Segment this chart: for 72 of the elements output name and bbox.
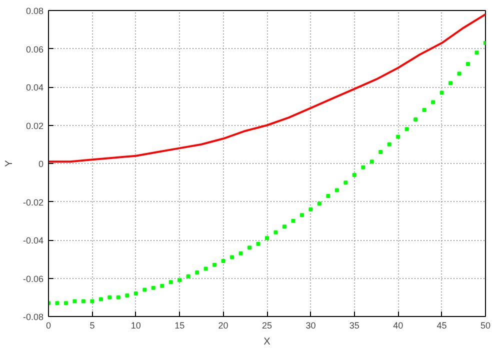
point <box>291 218 296 223</box>
y-tick-label: 0.06 <box>26 44 44 54</box>
point <box>238 251 243 256</box>
x-tick-label: 5 <box>90 320 95 330</box>
point <box>466 62 470 66</box>
x-tick-label: 15 <box>174 320 185 330</box>
y-tick-label: 0.02 <box>26 120 44 131</box>
y-tick-label: -0.02 <box>22 197 44 208</box>
point <box>361 165 366 170</box>
x-tick-label: 25 <box>262 320 272 330</box>
point <box>457 72 462 76</box>
point <box>178 278 182 282</box>
point <box>186 274 190 278</box>
y-axis-title: Y <box>4 160 15 167</box>
point <box>72 299 77 304</box>
point <box>81 299 86 304</box>
point <box>378 150 383 154</box>
y-tick-label: -0.08 <box>22 312 44 322</box>
x-tick-label: 40 <box>393 320 404 330</box>
point <box>474 50 479 55</box>
x-tick-label: 35 <box>349 320 360 330</box>
point <box>160 284 164 288</box>
point <box>352 172 356 177</box>
point <box>98 297 103 302</box>
point <box>440 90 444 95</box>
point <box>108 295 112 300</box>
point <box>334 188 339 192</box>
y-tick-label: -0.06 <box>22 274 44 284</box>
point <box>300 213 304 218</box>
point <box>317 202 322 206</box>
point <box>370 160 374 164</box>
point <box>448 81 453 86</box>
x-tick-label: 20 <box>218 320 228 330</box>
x-tick-label: 0 <box>46 320 52 330</box>
point <box>422 108 426 112</box>
x-tick-label: 30 <box>306 320 316 330</box>
point <box>195 270 200 275</box>
x-tick-label: 10 <box>130 320 141 330</box>
point <box>326 194 330 198</box>
point <box>230 255 234 260</box>
point <box>414 118 418 122</box>
point <box>404 127 409 132</box>
point <box>212 262 217 267</box>
point <box>55 301 60 306</box>
point <box>221 259 226 264</box>
point <box>282 224 286 229</box>
point <box>256 242 260 246</box>
point <box>64 301 68 306</box>
point <box>274 230 278 234</box>
x-tick-label: 50 <box>480 320 491 330</box>
point <box>308 207 313 212</box>
point <box>151 286 156 290</box>
point <box>265 236 269 240</box>
y-tick-label: 0 <box>38 159 44 169</box>
line-series <box>48 13 486 163</box>
point <box>90 299 94 304</box>
point <box>204 266 208 271</box>
point <box>344 180 348 185</box>
point <box>387 142 392 146</box>
x-tick-label: 45 <box>436 320 447 330</box>
point <box>431 100 436 104</box>
point <box>134 292 138 296</box>
y-tick-label: 0.08 <box>26 6 44 16</box>
point <box>142 288 147 292</box>
point <box>248 246 252 250</box>
x-axis-title: X <box>264 336 271 348</box>
point <box>116 295 120 300</box>
point <box>168 280 173 284</box>
point <box>125 293 130 298</box>
y-tick-label: 0.04 <box>26 82 44 92</box>
y-tick-label: -0.04 <box>22 236 44 246</box>
point <box>396 134 400 139</box>
